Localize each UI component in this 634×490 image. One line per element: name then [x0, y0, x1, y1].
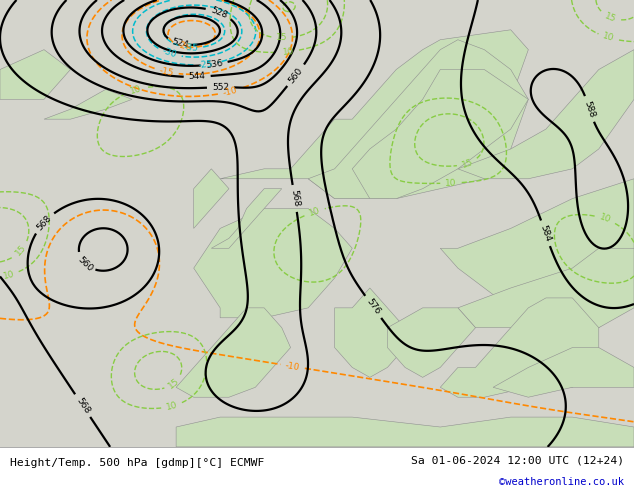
- Text: 10: 10: [165, 400, 178, 412]
- Text: -15: -15: [158, 66, 174, 78]
- Polygon shape: [458, 248, 634, 347]
- Text: -10: -10: [285, 361, 301, 372]
- Text: Height/Temp. 500 hPa [gdmp][°C] ECMWF: Height/Temp. 500 hPa [gdmp][°C] ECMWF: [10, 458, 264, 468]
- Polygon shape: [176, 417, 634, 447]
- Text: 544: 544: [188, 72, 206, 81]
- Polygon shape: [0, 49, 70, 99]
- Text: 568: 568: [35, 213, 53, 232]
- Text: 552: 552: [212, 83, 229, 92]
- Text: 15: 15: [604, 11, 618, 24]
- Text: -30: -30: [161, 47, 178, 60]
- Polygon shape: [176, 308, 290, 397]
- Polygon shape: [194, 209, 353, 318]
- Text: 584: 584: [538, 224, 552, 243]
- Text: 10: 10: [307, 206, 321, 218]
- Text: 576: 576: [365, 297, 382, 317]
- Text: 15: 15: [460, 157, 474, 170]
- Text: 524: 524: [171, 37, 190, 50]
- Text: 10: 10: [2, 270, 15, 281]
- Text: 10: 10: [598, 213, 612, 225]
- Text: 15: 15: [276, 33, 288, 43]
- Polygon shape: [308, 40, 528, 198]
- Text: 15: 15: [14, 243, 29, 257]
- Text: Sa 01-06-2024 12:00 UTC (12+24): Sa 01-06-2024 12:00 UTC (12+24): [411, 456, 624, 466]
- Text: 10: 10: [602, 32, 616, 44]
- Polygon shape: [211, 189, 281, 248]
- Polygon shape: [220, 30, 528, 198]
- Text: 588: 588: [583, 99, 597, 119]
- Text: -35: -35: [183, 43, 198, 52]
- Text: 536: 536: [205, 58, 223, 70]
- Text: -10: -10: [222, 85, 238, 98]
- Polygon shape: [353, 70, 528, 198]
- Text: 560: 560: [287, 66, 305, 85]
- Text: 560: 560: [76, 255, 94, 273]
- Polygon shape: [440, 298, 598, 397]
- Text: 10: 10: [129, 84, 143, 96]
- Text: -20: -20: [176, 41, 193, 53]
- Text: 528: 528: [209, 5, 228, 20]
- Text: 15: 15: [167, 376, 181, 390]
- Text: -25: -25: [198, 59, 214, 70]
- Polygon shape: [387, 308, 476, 377]
- Text: 10: 10: [445, 178, 457, 188]
- Polygon shape: [194, 169, 229, 228]
- Text: 568: 568: [74, 396, 91, 415]
- Text: 10: 10: [282, 47, 295, 57]
- Polygon shape: [335, 288, 405, 377]
- Polygon shape: [458, 49, 634, 179]
- Polygon shape: [440, 179, 634, 328]
- Text: ©weatheronline.co.uk: ©weatheronline.co.uk: [500, 477, 624, 487]
- Polygon shape: [44, 89, 132, 119]
- Text: 568: 568: [289, 189, 301, 208]
- Polygon shape: [493, 347, 634, 397]
